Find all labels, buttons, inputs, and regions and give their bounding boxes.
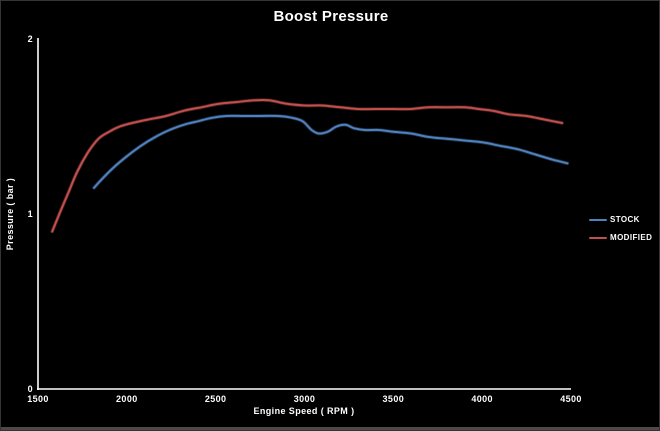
stock-line-swatch — [589, 218, 607, 221]
modified-line — [51, 98, 564, 233]
y-tick-label: 2 — [27, 34, 33, 44]
x-tick-label: 4000 — [471, 394, 493, 404]
x-axis-title: Engine Speed ( RPM ) — [253, 406, 355, 416]
y-tick-label: 0 — [27, 384, 33, 394]
window-bottom-border — [1, 427, 659, 430]
x-tick-label: 1500 — [27, 394, 49, 404]
modified-line-glow — [50, 98, 564, 234]
legend-item-stock: STOCK — [589, 214, 652, 225]
chart-title: Boost Pressure — [273, 8, 389, 25]
stock-line-glow — [92, 114, 570, 190]
x-tick-label: 3500 — [382, 394, 405, 404]
x-tick-label: 4500 — [560, 394, 582, 404]
x-tick-label: 2500 — [204, 394, 227, 404]
x-tick-label: 2000 — [116, 394, 138, 404]
legend: STOCK MODIFIED — [589, 214, 652, 243]
legend-item-modified: MODIFIED — [589, 232, 652, 243]
x-tick-label: 3000 — [293, 394, 316, 404]
modified-legend-label: MODIFIED — [610, 233, 653, 242]
y-axis-title: Pressure ( bar ) — [5, 177, 15, 251]
modified-line-swatch — [589, 236, 607, 239]
y-tick-label: 1 — [27, 209, 33, 219]
stock-legend-label: STOCK — [610, 215, 640, 224]
stock-line — [93, 114, 569, 189]
